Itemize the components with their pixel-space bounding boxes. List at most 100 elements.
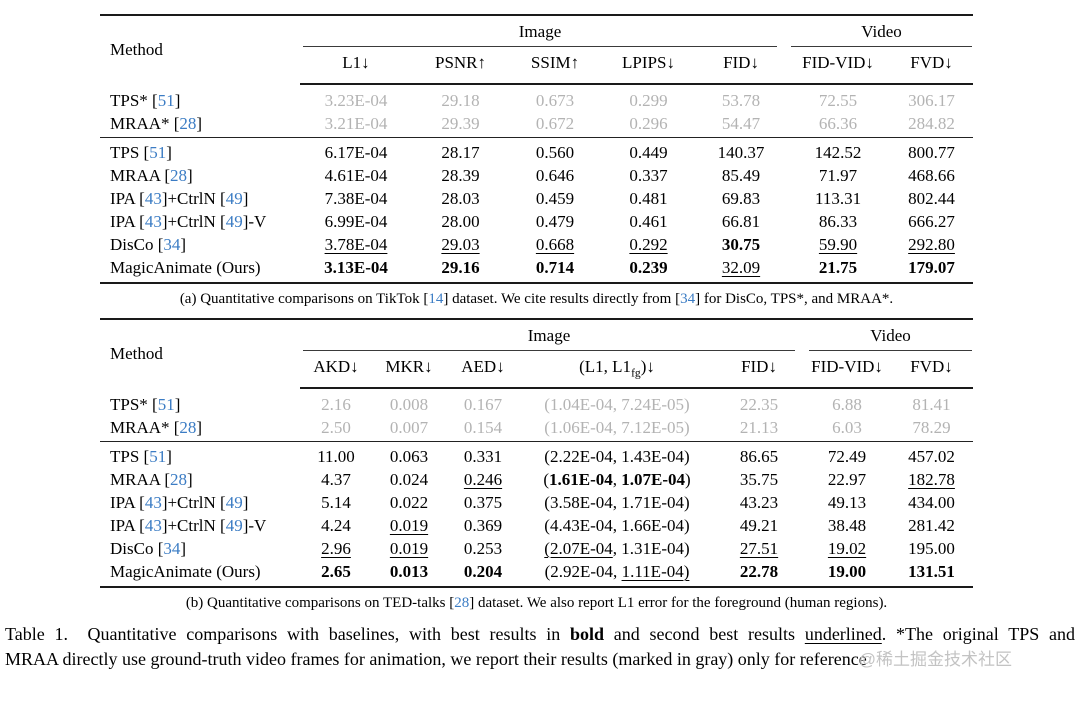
citation-link[interactable]: 51 [157, 90, 175, 110]
column-header: AED↓ [446, 351, 520, 389]
value-cell: 434.00 [890, 491, 973, 514]
value-cell: 0.668 [509, 233, 601, 256]
value-cell: 30.75 [696, 233, 786, 256]
text-segment: 179.07 [908, 258, 955, 277]
value-cell: 22.97 [804, 468, 890, 491]
citation-link[interactable]: 28 [179, 114, 197, 133]
table-a: Method Image Video L1↓ PSNR↑ SSIM↑ LPIPS… [100, 14, 974, 284]
citation-link[interactable]: 34 [163, 539, 181, 558]
citation-link[interactable]: 51 [157, 394, 175, 414]
value-cell: 0.013 [372, 560, 446, 587]
text-segment: ] [242, 189, 249, 208]
method-column-header: Method [110, 40, 163, 59]
value-cell: 27.51 [714, 537, 804, 560]
text-segment: 0.646 [535, 166, 575, 185]
method-cell: IPA [43]+CtrlN [49]-V [100, 514, 300, 537]
text-segment: and second best results [604, 624, 805, 644]
text-segment: AED↓ [461, 357, 505, 376]
value-cell: 292.80 [890, 233, 973, 256]
citation-link[interactable]: 34 [680, 291, 696, 307]
text-segment: 1.61E-04 [549, 470, 613, 489]
citation-link[interactable]: 34 [163, 235, 181, 254]
value-cell: 29.39 [412, 112, 509, 138]
value-cell: 2.16 [300, 388, 372, 416]
value-cell: 86.33 [786, 210, 890, 233]
method-cell: IPA [43]+CtrlN [49] [100, 187, 300, 210]
text-segment: IPA [ [110, 189, 145, 208]
citation-link[interactable]: 51 [149, 143, 167, 162]
value-cell: 4.37 [300, 468, 372, 491]
text-segment: FID-VID↓ [811, 357, 883, 376]
column-header: FID-VID↓ [804, 351, 891, 389]
text-segment: 0.375 [463, 493, 503, 512]
column-header: L1↓ [300, 47, 412, 85]
table-b: Method Image Video AKD↓ MKR↓ AED↓ (L1, L… [100, 318, 974, 588]
text-segment: 140.37 [717, 143, 765, 162]
value-cell: 59.90 [786, 233, 890, 256]
citation-link[interactable]: 49 [225, 493, 243, 512]
value-cell: 468.66 [890, 164, 973, 187]
value-cell: 0.560 [509, 137, 601, 164]
table-b-body: TPS* [51] 2.16 0.008 0.167 (1.04E-04, 7.24E-… [100, 388, 974, 587]
text-segment: ] [242, 493, 249, 512]
text-segment: (2.22E-04, 1.43E-04) [544, 447, 690, 466]
text-segment: ]+CtrlN [ [161, 212, 226, 231]
text-segment: 0.239 [629, 258, 668, 277]
table-row: IPA [43]+CtrlN [49] 7.38E-04 28.03 0.459 0.4… [100, 187, 973, 210]
citation-link[interactable]: 28 [179, 418, 197, 437]
citation-link[interactable]: 28 [169, 166, 187, 185]
table-row: IPA [43]+CtrlN [49] 5.14 0.022 0.375 (3.58E-… [100, 491, 973, 514]
value-cell: 2.50 [300, 416, 372, 442]
text-segment: 78.29 [912, 418, 951, 437]
value-cell: 195.00 [890, 537, 973, 560]
citation-link[interactable]: 43 [144, 516, 162, 535]
text-segment: 457.02 [908, 447, 955, 466]
value-cell: 0.646 [509, 164, 601, 187]
value-cell: 38.48 [804, 514, 890, 537]
value-cell: 4.61E-04 [300, 164, 412, 187]
text-segment: ] [180, 235, 187, 254]
citation-link[interactable]: 49 [225, 189, 243, 208]
text-segment: 21.75 [818, 258, 858, 277]
text-segment: 19.02 [827, 539, 867, 558]
text-segment: 72.49 [827, 447, 867, 466]
text-segment: 43.23 [739, 493, 779, 512]
citation-link[interactable]: 43 [144, 189, 162, 208]
text-segment: 6.88 [832, 395, 862, 414]
text-segment: 85.49 [721, 166, 761, 185]
text-segment: 72.55 [818, 91, 858, 110]
value-cell: 0.167 [446, 388, 520, 416]
text-segment: 86.33 [818, 212, 858, 231]
text-segment: 2.16 [321, 395, 351, 414]
value-cell: 72.49 [804, 441, 891, 468]
text-segment: LPIPS↓ [622, 53, 675, 72]
text-segment: 800.77 [908, 143, 955, 162]
text-segment: ]-V [242, 516, 267, 535]
value-cell: 85.49 [696, 164, 786, 187]
text-segment: 49.21 [739, 516, 779, 535]
citation-link[interactable]: 49 [225, 212, 243, 231]
citation-link[interactable]: 28 [454, 595, 470, 611]
text-segment: 0.479 [535, 212, 575, 231]
citation-link[interactable]: 49 [225, 516, 243, 535]
citation-link[interactable]: 28 [169, 470, 187, 489]
citation-link[interactable]: 51 [149, 447, 167, 466]
citation-link[interactable]: 43 [144, 212, 162, 231]
subtable-b-caption: (b) Quantitative comparisons on TED-talk… [100, 593, 973, 613]
value-cell: 6.88 [804, 388, 890, 416]
value-cell: 3.78E-04 [300, 233, 412, 256]
text-segment: PSNR↑ [434, 53, 487, 72]
value-cell: 78.29 [890, 416, 973, 442]
text-segment: L1↓ [342, 53, 370, 72]
text-segment: , 1.31E-04) [612, 539, 690, 558]
text-segment: MagicAnimate (Ours) [110, 258, 261, 277]
text-segment: bold [570, 624, 605, 644]
text-segment: 49.13 [827, 493, 867, 512]
method-cell: DisCo [34] [100, 537, 300, 560]
value-cell: 29.03 [412, 233, 509, 256]
caption-line-1: Table 1. Quantitative comparisons with b… [5, 622, 1075, 647]
text-segment: MRAA directly use ground-truth video fra… [5, 649, 867, 669]
text-segment: 0.331 [463, 447, 503, 466]
citation-link[interactable]: 43 [144, 493, 162, 512]
citation-link[interactable]: 14 [428, 291, 444, 307]
